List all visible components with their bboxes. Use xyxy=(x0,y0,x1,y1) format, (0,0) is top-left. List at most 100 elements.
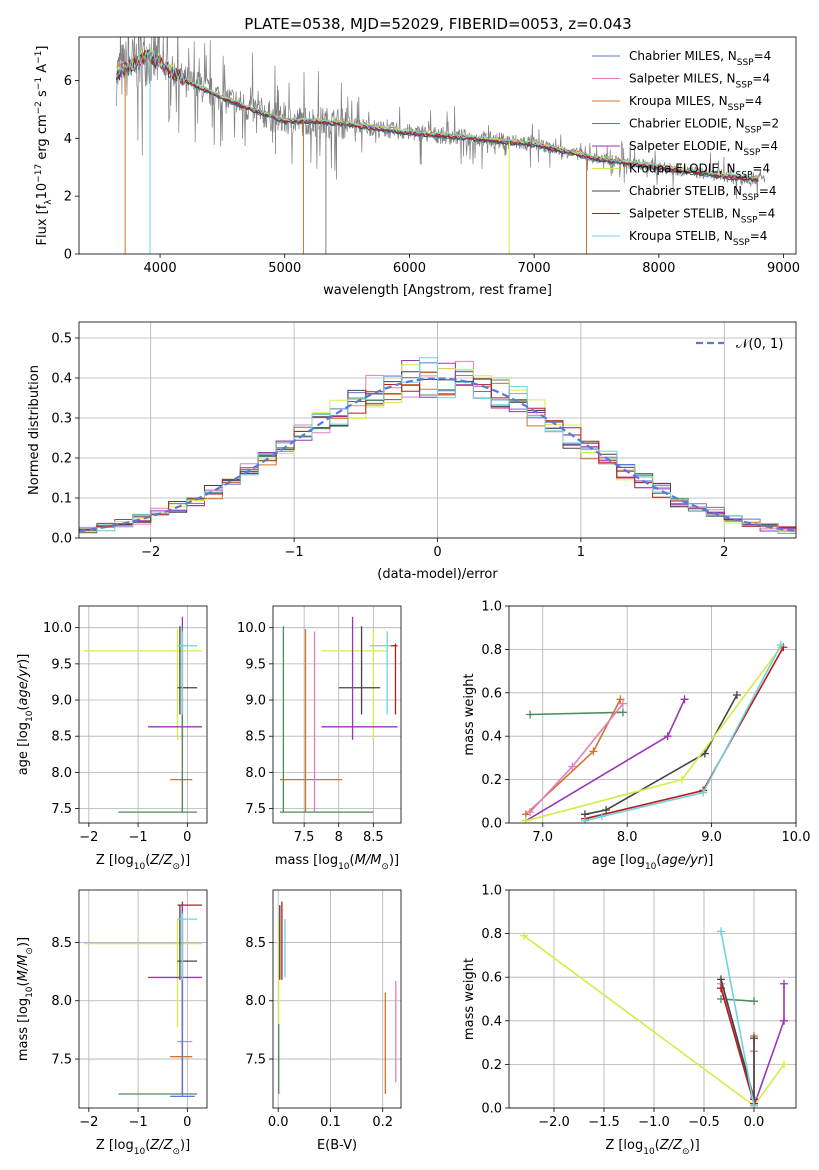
y-tick-label: 0.6 xyxy=(481,686,502,701)
weight-marker xyxy=(678,775,687,784)
x-axis-label: (data-model)/error xyxy=(377,567,498,582)
gaussian-legend-label: 𝒩(0, 1) xyxy=(736,337,783,352)
weight-marker xyxy=(680,695,689,704)
x-tick-label: −1 xyxy=(285,545,304,560)
x-tick-label: −1.0 xyxy=(638,1115,670,1130)
y-tick-label: 1.0 xyxy=(481,884,502,899)
x-tick-label: 6000 xyxy=(393,261,426,276)
x-tick-label: 5000 xyxy=(268,261,301,276)
y-axis-label: age [log10(age/yr)] xyxy=(16,654,35,776)
weight-line xyxy=(584,646,784,820)
axes-frame xyxy=(272,605,402,824)
weight-marker xyxy=(589,747,598,756)
weight-marker xyxy=(580,816,589,823)
y-tick-label: 0.8 xyxy=(481,643,502,658)
y-tick-label: 9.5 xyxy=(245,657,266,672)
y-axis-label: mass weight xyxy=(462,958,477,1040)
y-tick-label: 8.5 xyxy=(51,936,72,951)
y-tick-label: 0.0 xyxy=(481,817,502,832)
residual-histogram xyxy=(79,357,796,534)
weight-line xyxy=(720,931,755,1106)
x-axis-label: Z [log10(Z/Z⊙)] xyxy=(96,853,190,872)
panel-massweight_vs_Z: −2.0 −1.5 −1.0 −0.5 0.0 0.0 0.2 0.4 0.6 0.8 1.0 Z [… xyxy=(462,884,797,1157)
y-tick-label: 8.0 xyxy=(51,994,72,1009)
legend-label: Chabrier ELODIE, NSSP=2 xyxy=(629,117,779,136)
y-tick-label: 0.0 xyxy=(51,532,72,547)
weight-line xyxy=(753,983,785,1107)
panel-massweight_vs_age: 7.0 8.0 9.0 10.0 0.0 0.2 0.4 0.6 0.8 1.0 age [log1… xyxy=(462,600,810,873)
x-tick-label: −2 xyxy=(79,830,98,845)
y-axis-label: mass weight xyxy=(462,673,477,755)
legend-label: Salpeter ELODIE, NSSP=4 xyxy=(629,139,778,158)
x-tick-label: 0 xyxy=(183,1115,191,1130)
plot-area xyxy=(79,357,796,534)
weight-marker xyxy=(717,984,725,993)
panel-age_vs_Z: −2 −1 0 7.5 8.0 8.5 9.0 9.5 10.0 Z [log10(Z/Z⊙)] a… xyxy=(16,605,208,872)
plot-area xyxy=(520,927,788,1108)
x-tick-label: 0.1 xyxy=(320,1115,341,1130)
weight-marker xyxy=(750,1101,758,1108)
weight-marker xyxy=(520,931,528,940)
y-tick-label: 8.5 xyxy=(245,936,266,951)
x-tick-label: 4000 xyxy=(144,261,177,276)
weight-marker xyxy=(750,1034,758,1043)
weight-line xyxy=(584,644,782,822)
weight-marker xyxy=(521,816,530,823)
x-tick-label: 0 xyxy=(183,830,191,845)
y-tick-label: 0.8 xyxy=(481,927,502,942)
panel-residuals: −2 −1 0 1 2 0.0 0.1 0.2 0.3 0.4 0.5 𝒩(0, 1) (data-mo… xyxy=(27,321,797,582)
y-tick-label: 0.4 xyxy=(481,730,502,745)
plot-area xyxy=(83,616,203,813)
legend-label: Salpeter STELIB, NSSP=4 xyxy=(629,207,775,226)
legend-label: Kroupa ELODIE, NSSP=4 xyxy=(629,162,770,181)
y-tick-label: 0.2 xyxy=(481,773,502,788)
weight-marker xyxy=(699,788,708,797)
legend-label: Kroupa STELIB, NSSP=4 xyxy=(629,229,767,248)
y-axis-label: mass [log10(M/M⊙)] xyxy=(16,937,35,1061)
y-axis-label: Normed distribution xyxy=(27,365,42,495)
y-tick-label: 7.5 xyxy=(51,1053,72,1068)
y-tick-label: 8.5 xyxy=(51,730,72,745)
x-tick-label: −1 xyxy=(128,1115,147,1130)
spectrum-data-line xyxy=(116,37,766,199)
x-tick-label: 0 xyxy=(433,545,441,560)
x-axis-label: Z [log10(Z/Z⊙)] xyxy=(605,1138,699,1157)
y-tick-label: 1.0 xyxy=(481,600,502,615)
weight-line xyxy=(525,698,622,815)
y-axis-label: Flux [fλ10−17 erg cm−2 s−1 A−1] xyxy=(34,46,54,246)
panel-spectrum: 4000 5000 6000 7000 8000 9000 0 2 4 6 wavelength [… xyxy=(34,36,800,298)
weight-line xyxy=(525,646,782,822)
axes-frame xyxy=(508,605,797,824)
axes-frame xyxy=(78,321,797,539)
plot-area xyxy=(115,37,766,254)
legend-label: Chabrier STELIB, NSSP=4 xyxy=(629,184,777,203)
y-tick-label: 8.0 xyxy=(245,994,266,1009)
x-axis-label: age [log10(age/yr)] xyxy=(592,853,714,872)
y-tick-label: 9.0 xyxy=(51,694,72,709)
weight-line xyxy=(530,711,624,716)
x-tick-label: 0.0 xyxy=(268,1115,289,1130)
axes-frame xyxy=(78,889,208,1109)
x-tick-label: −2 xyxy=(79,1115,98,1130)
legend-label: Salpeter MILES, NSSP=4 xyxy=(629,72,770,91)
weight-marker xyxy=(526,808,535,817)
y-tick-label: 0.6 xyxy=(481,971,502,986)
x-tick-label: 8000 xyxy=(642,261,675,276)
y-tick-label: 0.3 xyxy=(51,412,72,427)
y-tick-label: 8.0 xyxy=(245,766,266,781)
y-tick-label: 10.0 xyxy=(237,621,266,636)
axes-frame xyxy=(508,889,797,1109)
y-tick-label: 0 xyxy=(64,248,72,263)
x-tick-label: 9000 xyxy=(767,261,800,276)
y-tick-label: 2 xyxy=(64,190,72,205)
x-tick-label: −2 xyxy=(141,545,160,560)
y-tick-label: 7.5 xyxy=(51,802,72,817)
weight-marker xyxy=(616,695,625,704)
panel-mass_vs_Z: −2 −1 0 7.5 8.0 8.5 Z [log10(Z/Z⊙)] mass [log10… xyxy=(16,889,208,1157)
y-tick-label: 0.1 xyxy=(51,492,72,507)
weight-marker xyxy=(750,997,758,1006)
panel-mass_vs_ebv: 0.0 0.1 0.2 7.5 8.0 8.5 E(B-V) xyxy=(245,889,402,1153)
axes-frame xyxy=(272,889,402,1109)
